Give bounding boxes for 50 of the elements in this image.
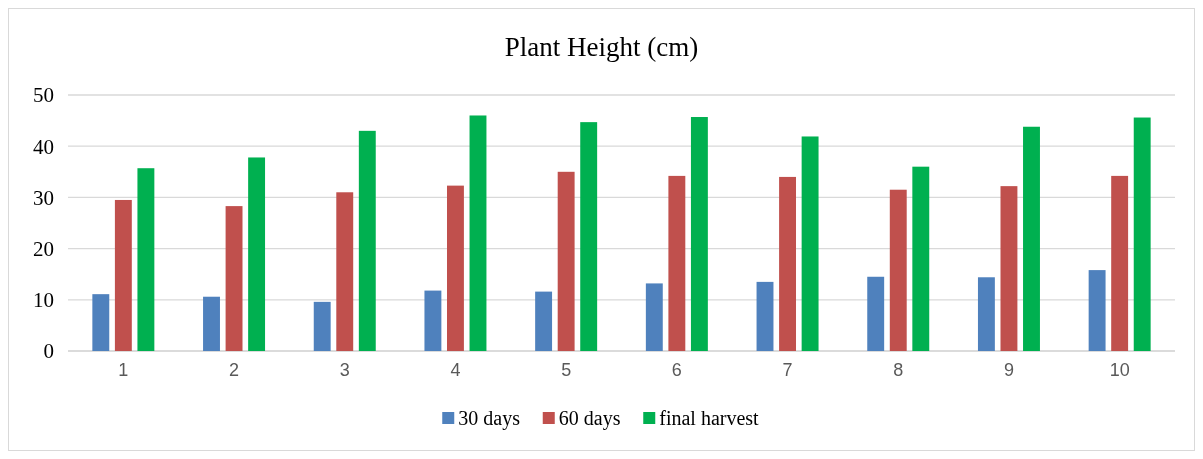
x-tick-label: 7 [782,360,793,380]
y-tick-label: 30 [33,185,54,210]
y-tick-label: 10 [33,288,54,313]
bar [313,301,331,351]
legend-label: final harvest [659,407,760,429]
y-tick-label: 50 [33,83,54,108]
bar [1088,270,1106,351]
bar [137,168,155,351]
bar [756,281,774,351]
x-tick-label: 10 [1109,360,1130,380]
x-tick-label: 3 [339,360,350,380]
bar [1111,175,1129,351]
bar [668,175,686,351]
bar [645,283,663,351]
y-tick-label: 20 [33,236,54,261]
bar [779,176,796,351]
y-tick-label: 0 [43,339,54,364]
x-tick-label: 8 [893,360,904,380]
bar [580,122,598,351]
bar [889,189,907,351]
chart-title: Plant Height (cm) [504,32,699,62]
bar [114,199,132,351]
legend-label: 30 days [458,407,521,430]
bar [358,130,376,351]
bar [225,206,243,351]
x-tick-label: 2 [229,360,240,380]
bar [336,192,354,351]
bar [447,185,464,351]
x-tick-label: 4 [450,360,461,380]
x-tick-label: 1 [118,360,129,380]
x-tick-label: 6 [671,360,682,380]
bar [92,294,110,351]
legend-label: 60 days [558,407,621,430]
x-tick-label: 9 [1003,360,1014,380]
bar [801,136,819,351]
bar [469,115,487,351]
bar [203,296,220,351]
bar [424,290,442,351]
y-tick-label: 40 [33,134,54,159]
bar [557,171,575,351]
bar [1000,186,1018,351]
bar [1023,126,1040,351]
bar [248,157,266,351]
bar [912,166,930,351]
x-tick-label: 5 [561,360,572,380]
bar [690,117,708,351]
bar [535,291,553,351]
bar [1133,117,1151,351]
bar [867,276,885,351]
bar [977,277,995,351]
